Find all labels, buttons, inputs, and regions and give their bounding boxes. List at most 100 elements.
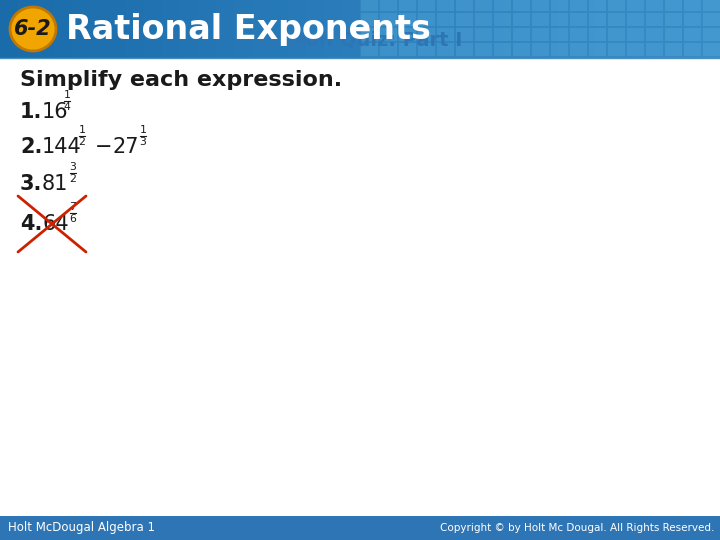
Text: 4.: 4. [20, 214, 42, 234]
FancyBboxPatch shape [398, 12, 416, 26]
Bar [486, 0, 505, 58]
FancyBboxPatch shape [474, 27, 492, 41]
Bar [126, 0, 145, 58]
FancyBboxPatch shape [493, 27, 511, 41]
Text: Rational Exponents: Rational Exponents [66, 12, 431, 45]
Bar [216, 0, 235, 58]
FancyBboxPatch shape [588, 42, 606, 56]
FancyBboxPatch shape [645, 27, 663, 41]
FancyBboxPatch shape [702, 12, 720, 26]
Text: 1: 1 [78, 125, 86, 135]
FancyBboxPatch shape [474, 0, 492, 11]
FancyBboxPatch shape [626, 12, 644, 26]
Bar [144, 0, 163, 58]
Bar [648, 0, 667, 58]
Bar [684, 0, 703, 58]
Bar [702, 0, 720, 58]
Bar [468, 0, 487, 58]
FancyBboxPatch shape [607, 12, 625, 26]
FancyBboxPatch shape [436, 0, 454, 11]
FancyBboxPatch shape [455, 42, 473, 56]
Bar [450, 0, 469, 58]
Text: 6: 6 [70, 214, 76, 224]
FancyBboxPatch shape [550, 12, 568, 26]
FancyBboxPatch shape [417, 12, 435, 26]
Bar [288, 0, 307, 58]
FancyBboxPatch shape [683, 12, 701, 26]
FancyBboxPatch shape [436, 27, 454, 41]
Bar [72, 0, 91, 58]
Bar [36, 0, 55, 58]
FancyBboxPatch shape [455, 0, 473, 11]
Text: 144: 144 [42, 137, 82, 157]
Bar [522, 0, 541, 58]
Bar [630, 0, 649, 58]
Bar [306, 0, 325, 58]
FancyBboxPatch shape [398, 42, 416, 56]
Bar [0, 516, 720, 540]
FancyBboxPatch shape [569, 0, 587, 11]
Text: 16: 16 [42, 102, 68, 122]
Bar [360, 0, 379, 58]
Text: 3.: 3. [20, 174, 42, 194]
Text: 1: 1 [140, 125, 146, 135]
FancyBboxPatch shape [683, 27, 701, 41]
FancyBboxPatch shape [360, 12, 378, 26]
Text: 1: 1 [63, 90, 71, 100]
FancyBboxPatch shape [379, 42, 397, 56]
FancyBboxPatch shape [493, 42, 511, 56]
Text: 6-2: 6-2 [14, 19, 52, 39]
FancyBboxPatch shape [379, 27, 397, 41]
Text: Lesson Quiz: Part I: Lesson Quiz: Part I [257, 30, 463, 50]
Bar [108, 0, 127, 58]
FancyBboxPatch shape [550, 42, 568, 56]
FancyBboxPatch shape [588, 27, 606, 41]
FancyBboxPatch shape [702, 42, 720, 56]
Bar [666, 0, 685, 58]
Bar [252, 0, 271, 58]
Bar [198, 0, 217, 58]
FancyBboxPatch shape [550, 27, 568, 41]
FancyBboxPatch shape [569, 12, 587, 26]
FancyBboxPatch shape [360, 42, 378, 56]
FancyBboxPatch shape [360, 27, 378, 41]
FancyBboxPatch shape [607, 27, 625, 41]
FancyBboxPatch shape [398, 27, 416, 41]
FancyBboxPatch shape [664, 27, 682, 41]
FancyBboxPatch shape [417, 27, 435, 41]
Text: Simplify each expression.: Simplify each expression. [20, 70, 342, 90]
FancyBboxPatch shape [493, 0, 511, 11]
FancyBboxPatch shape [702, 27, 720, 41]
Text: 2: 2 [78, 137, 86, 147]
FancyBboxPatch shape [664, 42, 682, 56]
FancyBboxPatch shape [379, 12, 397, 26]
FancyBboxPatch shape [626, 0, 644, 11]
Bar [324, 0, 343, 58]
FancyBboxPatch shape [607, 0, 625, 11]
FancyBboxPatch shape [702, 0, 720, 11]
FancyBboxPatch shape [626, 27, 644, 41]
FancyBboxPatch shape [474, 12, 492, 26]
FancyBboxPatch shape [550, 0, 568, 11]
Text: −: − [95, 137, 112, 157]
FancyBboxPatch shape [645, 12, 663, 26]
Bar [540, 0, 559, 58]
Bar [396, 0, 415, 58]
Bar [162, 0, 181, 58]
FancyBboxPatch shape [379, 0, 397, 11]
FancyBboxPatch shape [436, 12, 454, 26]
FancyBboxPatch shape [417, 42, 435, 56]
Bar [54, 0, 73, 58]
FancyBboxPatch shape [645, 0, 663, 11]
Bar [576, 0, 595, 58]
FancyBboxPatch shape [683, 0, 701, 11]
FancyBboxPatch shape [360, 0, 378, 11]
FancyBboxPatch shape [474, 42, 492, 56]
Bar [270, 0, 289, 58]
FancyBboxPatch shape [569, 42, 587, 56]
FancyBboxPatch shape [512, 27, 530, 41]
FancyBboxPatch shape [683, 42, 701, 56]
Bar [504, 0, 523, 58]
Bar [378, 0, 397, 58]
Text: 64: 64 [42, 214, 68, 234]
